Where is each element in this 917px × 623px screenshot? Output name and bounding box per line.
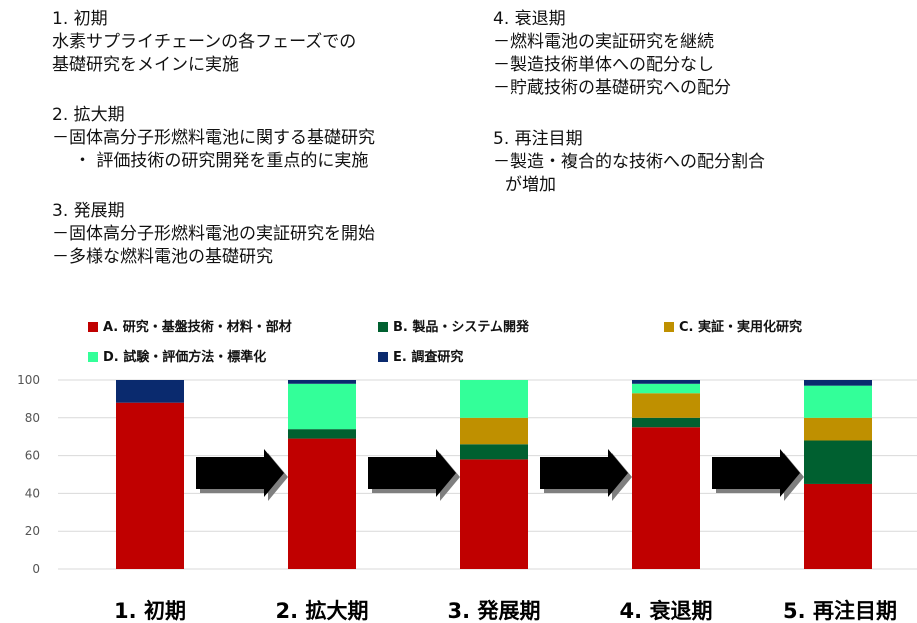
bar-segment-1-a bbox=[116, 402, 184, 569]
arrow-1 bbox=[196, 449, 284, 497]
phase-4-title: 4. 衰退期 bbox=[493, 9, 566, 29]
bar-segment-5-b bbox=[804, 440, 872, 484]
bar-segment-3-d bbox=[460, 380, 528, 418]
bar-segment-2-b bbox=[288, 429, 356, 439]
y-tick-label: 60 bbox=[25, 449, 40, 463]
bar-segment-4-a bbox=[632, 427, 700, 569]
arrow-3 bbox=[540, 449, 628, 497]
legend-swatch-d bbox=[88, 352, 98, 362]
legend-swatch-c bbox=[664, 322, 674, 332]
phase-3-title: 3. 発展期 bbox=[52, 201, 125, 221]
phase-1-title: 1. 初期 bbox=[52, 9, 108, 29]
x-axis-label-4: 4. 衰退期 bbox=[620, 599, 713, 623]
x-axis-label-2: 2. 拡大期 bbox=[276, 599, 369, 623]
bar-segment-3-c bbox=[460, 417, 528, 445]
y-axis-ticks: 0 20 40 60 80 100 bbox=[17, 373, 40, 576]
bar-segment-2-d bbox=[288, 383, 356, 430]
bar-segment-5-e bbox=[804, 380, 872, 386]
phase-4-line-1: －燃料電池の実証研究を継続 bbox=[493, 32, 714, 52]
phase-4-line-2: －製造技術単体への配分なし bbox=[493, 55, 714, 75]
phase-3-block: 3. 発展期 －固体高分子形燃料電池の実証研究を開始 －多様な燃料電池の基礎研究 bbox=[52, 200, 375, 269]
x-axis-labels: 1. 初期 2. 拡大期 3. 発展期 4. 衰退期 5. 再注目期 bbox=[114, 599, 897, 623]
y-tick-label: 80 bbox=[25, 411, 40, 425]
legend-item-e: E. 調査研究 bbox=[378, 346, 463, 365]
bar-segment-2-a bbox=[288, 438, 356, 569]
bar-segment-4-e bbox=[632, 380, 700, 384]
legend-swatch-e bbox=[378, 352, 388, 362]
phase-1-line-2: 基礎研究をメインに実施 bbox=[52, 55, 239, 75]
legend-item-a: A. 研究・基盤技術・材料・部材 bbox=[88, 316, 292, 335]
phase-3-line-2: －多様な燃料電池の基礎研究 bbox=[52, 247, 273, 267]
legend-swatch-b bbox=[378, 322, 388, 332]
bars bbox=[116, 380, 872, 569]
x-axis-label-1: 1. 初期 bbox=[114, 599, 186, 623]
bar-segment-5-c bbox=[804, 417, 872, 441]
phase-5-line-2: が増加 bbox=[505, 175, 556, 195]
y-tick-label: 100 bbox=[17, 373, 40, 387]
phase-2-line-1: －固体高分子形燃料電池に関する基礎研究 bbox=[52, 128, 375, 148]
legend-label-b: B. 製品・システム開発 bbox=[393, 320, 529, 335]
bar-segment-4-d bbox=[632, 383, 700, 394]
phase-4-line-3: －貯蔵技術の基礎研究への配分 bbox=[493, 78, 731, 98]
phase-2-block: 2. 拡大期 －固体高分子形燃料電池に関する基礎研究 ・ 評価技術の研究開発を重… bbox=[52, 104, 375, 173]
phase-5-title: 5. 再注目期 bbox=[493, 129, 583, 149]
bar-segment-5-d bbox=[804, 385, 872, 418]
phase-2-title: 2. 拡大期 bbox=[52, 105, 125, 125]
legend-label-e: E. 調査研究 bbox=[393, 350, 464, 365]
bar-segment-2-e bbox=[288, 380, 356, 384]
phase-4-block: 4. 衰退期 －燃料電池の実証研究を継続 －製造技術単体への配分なし －貯蔵技術… bbox=[493, 8, 731, 100]
bar-segment-3-b bbox=[460, 444, 528, 460]
legend-swatch-a bbox=[88, 322, 98, 332]
bar-segment-4-b bbox=[632, 417, 700, 428]
bar-segment-3-a bbox=[460, 459, 528, 569]
legend-item-b: B. 製品・システム開発 bbox=[378, 316, 529, 335]
phase-5-line-1: －製造・複合的な技術への配分割合 bbox=[493, 152, 765, 172]
arrow-2 bbox=[368, 449, 456, 497]
bar-segment-1-e bbox=[116, 380, 184, 403]
phase-5-block: 5. 再注目期 －製造・複合的な技術への配分割合 が増加 bbox=[493, 128, 765, 197]
legend-item-d: D. 試験・評価方法・標準化 bbox=[88, 346, 266, 365]
y-tick-label: 40 bbox=[25, 486, 40, 500]
y-tick-label: 20 bbox=[25, 524, 40, 538]
phase-1-block: 1. 初期 水素サプライチェーンの各フェーズでの 基礎研究をメインに実施 bbox=[52, 8, 356, 77]
bar-segment-5-a bbox=[804, 483, 872, 569]
phase-1-line-1: 水素サプライチェーンの各フェーズでの bbox=[52, 32, 357, 52]
y-tick-label: 0 bbox=[32, 562, 40, 576]
phase-3-line-1: －固体高分子形燃料電池の実証研究を開始 bbox=[52, 224, 375, 244]
arrow-4 bbox=[712, 449, 800, 497]
legend-label-a: A. 研究・基盤技術・材料・部材 bbox=[103, 320, 292, 335]
x-axis-label-3: 3. 発展期 bbox=[448, 599, 541, 623]
phase-2-line-2: ・ 評価技術の研究開発を重点的に実施 bbox=[74, 151, 369, 171]
bar-segment-4-c bbox=[632, 393, 700, 418]
legend-label-c: C. 実証・実用化研究 bbox=[679, 320, 803, 335]
x-axis-label-5: 5. 再注目期 bbox=[783, 599, 897, 623]
legend-item-c: C. 実証・実用化研究 bbox=[664, 316, 802, 335]
legend-label-d: D. 試験・評価方法・標準化 bbox=[103, 350, 267, 365]
phase-arrows bbox=[196, 449, 804, 501]
